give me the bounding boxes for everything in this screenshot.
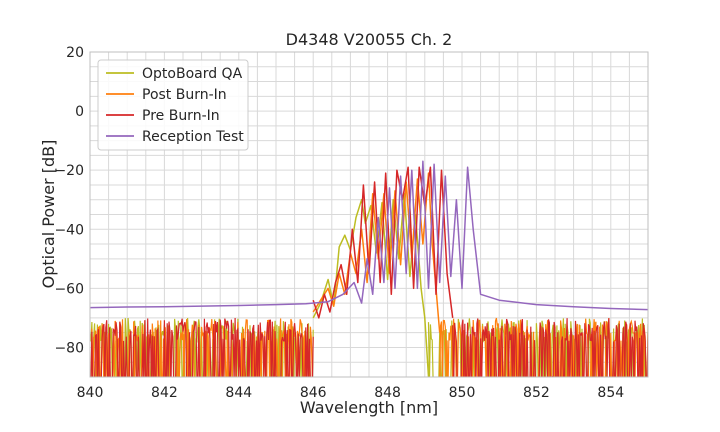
x-axis: 840 842 844 846 848 850 852 854	[77, 385, 625, 401]
legend: OptoBoard QA Post Burn-In Pre Burn-In Recep…	[97, 59, 249, 151]
y-tick-label: −80	[54, 340, 84, 356]
series-line-1	[312, 172, 441, 333]
plot-area	[90, 160, 648, 377]
series-noise-1	[90, 317, 647, 377]
x-tick-label: 844	[225, 385, 252, 401]
x-tick-label: 842	[151, 385, 178, 401]
series-line-2	[312, 166, 454, 319]
legend-entry: Reception Test	[142, 129, 244, 145]
x-tick-label: 848	[374, 385, 401, 401]
y-axis-title: Optical Power [dB]	[39, 140, 58, 289]
x-tick-label: 840	[77, 385, 104, 401]
legend-box	[97, 59, 249, 151]
plot-frame	[89, 51, 649, 378]
series-post-burn-in	[90, 172, 647, 377]
series-noise-2	[90, 317, 648, 377]
legend-entry: Pre Burn-In	[142, 108, 220, 124]
y-tick-label: −60	[54, 281, 84, 297]
x-tick-label: 854	[597, 385, 624, 401]
y-tick-label: 0	[75, 104, 84, 120]
y-axis: 20 0 −20 −40 −60 −80	[54, 45, 84, 356]
x-tick-label: 846	[300, 385, 327, 401]
x-axis-title: Wavelength [nm]	[300, 398, 438, 417]
x-tick-label: 850	[449, 385, 476, 401]
legend-entry: Post Burn-In	[142, 87, 227, 103]
y-tick-label: 20	[66, 45, 84, 61]
series-line-3	[90, 160, 648, 311]
chart-title: D4348 V20055 Ch. 2	[286, 30, 453, 49]
series-reception-test	[90, 160, 648, 311]
y-tick-label: −20	[54, 163, 84, 179]
y-tick-label: −40	[54, 222, 84, 238]
legend-entry: OptoBoard QA	[142, 66, 243, 82]
series-pre-burn-in	[90, 166, 648, 377]
x-tick-label: 852	[523, 385, 550, 401]
